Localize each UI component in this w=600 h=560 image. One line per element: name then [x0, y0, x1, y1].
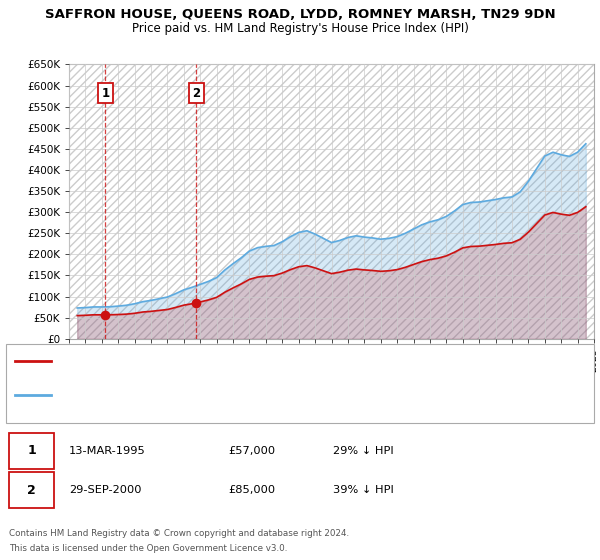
Text: 29% ↓ HPI: 29% ↓ HPI	[333, 446, 394, 456]
Text: 2: 2	[27, 483, 36, 497]
Text: This data is licensed under the Open Government Licence v3.0.: This data is licensed under the Open Gov…	[9, 544, 287, 553]
Text: 1: 1	[101, 87, 109, 100]
Text: Contains HM Land Registry data © Crown copyright and database right 2024.: Contains HM Land Registry data © Crown c…	[9, 529, 349, 538]
Text: Price paid vs. HM Land Registry's House Price Index (HPI): Price paid vs. HM Land Registry's House …	[131, 22, 469, 35]
Text: 13-MAR-1995: 13-MAR-1995	[69, 446, 146, 456]
Text: 1: 1	[27, 444, 36, 458]
Text: 2: 2	[192, 87, 200, 100]
Text: 39% ↓ HPI: 39% ↓ HPI	[333, 485, 394, 495]
Text: SAFFRON HOUSE, QUEENS ROAD, LYDD, ROMNEY MARSH, TN29 9DN: SAFFRON HOUSE, QUEENS ROAD, LYDD, ROMNEY…	[44, 8, 556, 21]
Text: £57,000: £57,000	[228, 446, 275, 456]
Text: 29-SEP-2000: 29-SEP-2000	[69, 485, 142, 495]
Text: £85,000: £85,000	[228, 485, 275, 495]
Text: HPI: Average price, detached house, Folkestone and Hythe: HPI: Average price, detached house, Folk…	[55, 390, 348, 400]
Text: SAFFRON HOUSE, QUEENS ROAD, LYDD, ROMNEY MARSH, TN29 9DN (detached house): SAFFRON HOUSE, QUEENS ROAD, LYDD, ROMNEY…	[55, 356, 489, 366]
